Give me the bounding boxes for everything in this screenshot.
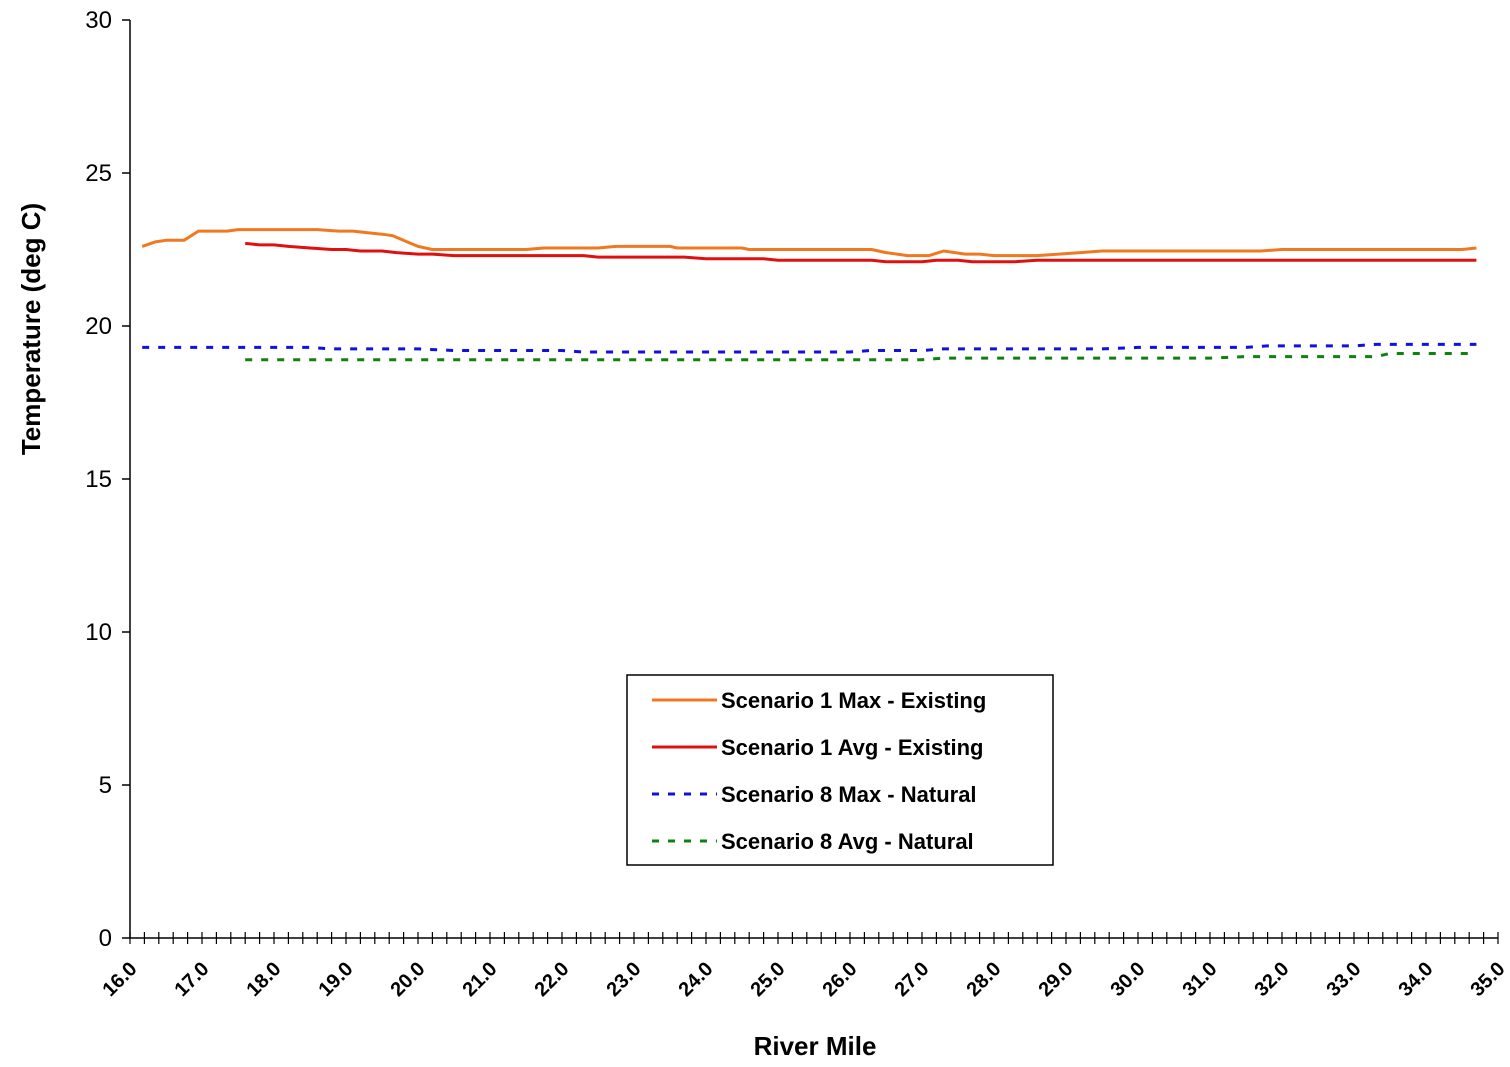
- x-tick-label: 23.0: [602, 958, 645, 1001]
- legend-label-3: Scenario 8 Max - Natural: [721, 782, 977, 807]
- x-tick-label: 32.0: [1250, 958, 1293, 1001]
- legend: Scenario 1 Max - Existing Scenario 1 Avg …: [626, 674, 1054, 866]
- legend-label-2: Scenario 1 Avg - Existing: [721, 735, 983, 760]
- x-tick-label: 17.0: [170, 958, 213, 1001]
- x-tick-label: 20.0: [386, 958, 429, 1001]
- x-tick-label: 31.0: [1178, 958, 1221, 1001]
- series-line-3: [142, 342, 1477, 354]
- x-tick-label: 21.0: [458, 958, 501, 1001]
- x-tick-label: 19.0: [314, 958, 357, 1001]
- series-line-4: [245, 352, 1477, 362]
- x-tick-label: 33.0: [1322, 958, 1365, 1001]
- y-tick-label: 5: [99, 772, 112, 799]
- x-tick-label: 16.0: [98, 958, 141, 1001]
- legend-box: [626, 674, 1054, 866]
- x-tick-label: 24.0: [674, 958, 717, 1001]
- legend-label-1: Scenario 1 Max - Existing: [721, 688, 986, 713]
- x-tick-label: 34.0: [1394, 958, 1437, 1001]
- y-tick-label: 30: [85, 7, 112, 34]
- x-tick-label: 26.0: [818, 958, 861, 1001]
- series-line-2: [245, 241, 1477, 264]
- y-axis-title: Temperature (deg C): [16, 203, 46, 455]
- y-tick-label: 10: [85, 619, 112, 646]
- x-tick-label: 35.0: [1466, 958, 1509, 1001]
- legend-label-4: Scenario 8 Avg - Natural: [721, 829, 974, 854]
- x-axis-ticks: 16.0 17.0 18.0 19.0 20.0 21.0 22.0 23.0 24.0 25.0…: [98, 932, 1510, 1001]
- y-tick-label: 15: [85, 466, 112, 493]
- x-tick-label: 18.0: [242, 958, 285, 1001]
- x-tick-label: 27.0: [890, 958, 933, 1001]
- y-tick-label: 20: [85, 313, 112, 340]
- x-tick-label: 29.0: [1034, 958, 1077, 1001]
- x-axis-title: River Mile: [754, 1031, 877, 1061]
- x-tick-label: 30.0: [1106, 958, 1149, 1001]
- x-tick-label: 28.0: [962, 958, 1005, 1001]
- series-layer: [141, 228, 1477, 362]
- y-tick-label: 0: [99, 925, 112, 952]
- x-tick-label: 22.0: [530, 958, 573, 1001]
- y-axis-ticks: 0 5 10 15 20 25 30: [85, 7, 130, 952]
- series-line-1: [141, 228, 1477, 258]
- x-tick-label: 25.0: [746, 958, 789, 1001]
- y-tick-label: 25: [85, 160, 112, 187]
